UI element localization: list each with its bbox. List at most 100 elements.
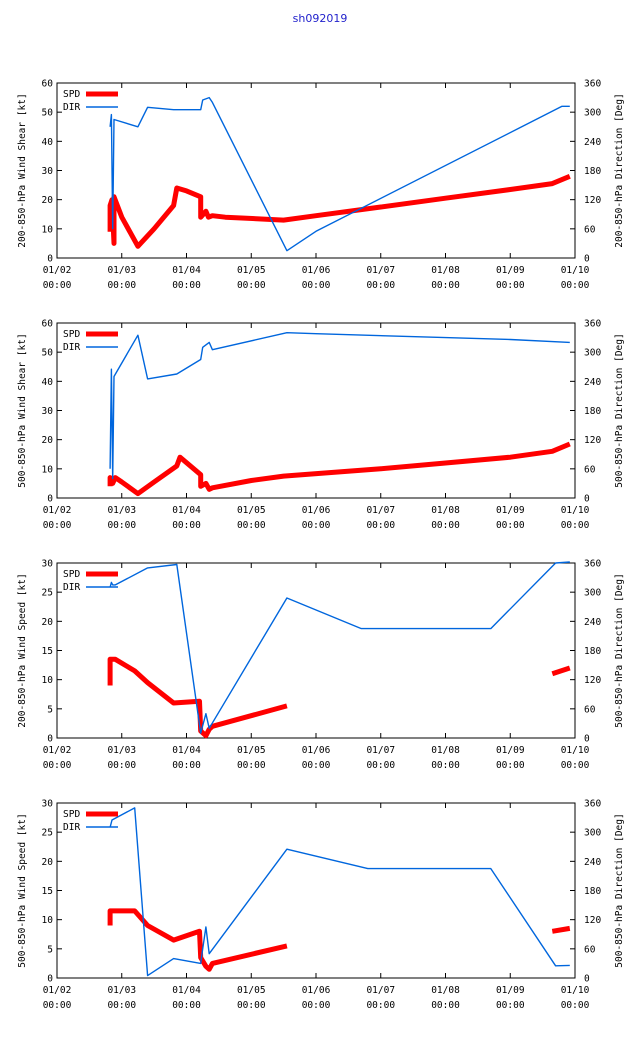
panel-1-ylabel-left: 200-850-hPa Wind Shear [kt] — [17, 93, 28, 247]
panel-2-xtick-date-label: 01/05 — [237, 505, 266, 516]
panel-4-ylabel-left: 500-850-hPa Wind Speed [kt] — [17, 813, 28, 967]
panel-2-xtick-time-label: 00:00 — [43, 520, 72, 531]
panel-4-xtick-time-label: 00:00 — [172, 1000, 201, 1011]
panel-4-legend-label-spd: SPD — [63, 809, 80, 820]
panel-2-ytick-left-label: 60 — [42, 319, 54, 330]
panel-4-ytick-right-label: 180 — [584, 886, 601, 897]
panel-1-ytick-left-label: 0 — [47, 254, 53, 265]
panel-4-xtick-date-label: 01/10 — [561, 985, 590, 996]
panel-3-xtick-time-label: 00:00 — [496, 760, 525, 771]
panel-3-ytick-left-label: 10 — [42, 675, 54, 686]
panel-2-xtick-date-label: 01/06 — [302, 505, 331, 516]
panel-2-ylabel-right: 500-850-hPa Direction [Deg] — [614, 333, 625, 487]
panel-4-xtick-time-label: 00:00 — [43, 1000, 72, 1011]
panel-1-ytick-right-label: 180 — [584, 166, 601, 177]
panel-2-ytick-right-label: 60 — [584, 464, 596, 475]
panel-2-xtick-date-label: 01/09 — [496, 505, 525, 516]
panel-2-ytick-left-label: 0 — [47, 494, 53, 505]
panel-4-xtick-date-label: 01/07 — [366, 985, 395, 996]
panel-2-xtick-date-label: 01/04 — [172, 505, 201, 516]
panel-2-xtick-time-label: 00:00 — [172, 520, 201, 531]
panel-4-xtick-date-label: 01/05 — [237, 985, 266, 996]
panel-2-xtick-date-label: 01/07 — [366, 505, 395, 516]
panel-2-xtick-date-label: 01/03 — [107, 505, 136, 516]
panel-1-xtick-date-label: 01/07 — [366, 265, 395, 276]
panel-2-xtick-time-label: 00:00 — [561, 520, 590, 531]
panel-4-ytick-right-label: 360 — [584, 799, 601, 810]
panel-3-legend-label-dir: DIR — [63, 582, 80, 593]
panel-2-xtick-time-label: 00:00 — [237, 520, 266, 531]
panel-4-ytick-left-label: 15 — [42, 886, 53, 897]
panel-4-ytick-left-label: 10 — [42, 915, 54, 926]
panel-1-ytick-right-label: 0 — [584, 254, 590, 265]
panel-4-series-spd-line — [107, 908, 288, 972]
panel-3-series-dir-line — [109, 561, 570, 734]
panel-2-series-spd-line — [107, 441, 571, 497]
panel-4-ytick-left-label: 0 — [47, 974, 53, 985]
panel-1-xtick-date-label: 01/10 — [561, 265, 590, 276]
panel-1-xtick-date-label: 01/05 — [237, 265, 266, 276]
panel-2-legend-label-dir: DIR — [63, 342, 80, 353]
panel-3-xtick-time-label: 00:00 — [302, 760, 331, 771]
panel-1-ylabel-right: 200-850-hPa Direction [Deg] — [614, 93, 625, 247]
panel-4-plot-frame — [56, 802, 576, 979]
panel-1-ytick-left-label: 60 — [42, 79, 54, 90]
panel-1-ytick-left-label: 50 — [42, 108, 54, 119]
panel-1-xtick-date-label: 01/09 — [496, 265, 525, 276]
panel-4-xtick-date-label: 01/08 — [431, 985, 460, 996]
panel-2-legend-label-spd: SPD — [63, 329, 80, 340]
panel-4-xtick-time-label: 00:00 — [366, 1000, 395, 1011]
panel-2-ytick-right-label: 300 — [584, 348, 601, 359]
panel-1-xtick-time-label: 00:00 — [366, 280, 395, 291]
panel-3-xtick-time-label: 00:00 — [366, 760, 395, 771]
panel-1-series-dir-line — [109, 96, 570, 252]
panel-3-ytick-right-label: 300 — [584, 588, 601, 599]
panel-2-xtick-date-label: 01/10 — [561, 505, 590, 516]
panel-4-xtick-time-label: 00:00 — [237, 1000, 266, 1011]
panel-2-ytick-right-label: 0 — [584, 494, 590, 505]
panel-4-xtick-time-label: 00:00 — [561, 1000, 590, 1011]
panel-1-series-spd-line — [107, 173, 571, 249]
panel-3-ytick-right-label: 360 — [584, 559, 601, 570]
panel-3-xtick-date-label: 01/10 — [561, 745, 590, 756]
panel-1-xtick-date-label: 01/03 — [107, 265, 136, 276]
panel-1-ytick-right-label: 360 — [584, 79, 601, 90]
panel-1-ytick-left-label: 10 — [42, 224, 54, 235]
panel-2-ytick-left-label: 10 — [42, 464, 54, 475]
panel-4-series-spd-line — [551, 925, 571, 934]
panel-3-ytick-left-label: 20 — [42, 617, 54, 628]
panel-4-ytick-left-label: 20 — [42, 857, 54, 868]
panel-3-xtick-date-label: 01/06 — [302, 745, 331, 756]
panel-4-legend-label-dir: DIR — [63, 822, 80, 833]
panel-3-xtick-date-label: 01/04 — [172, 745, 201, 756]
panel-3-xtick-date-label: 01/03 — [107, 745, 136, 756]
panel-1-ytick-right-label: 60 — [584, 224, 596, 235]
panel-4-xtick-date-label: 01/02 — [43, 985, 72, 996]
panel-3-ytick-left-label: 15 — [42, 646, 53, 657]
panel-3-ylabel-left: 200-850-hPa Wind Speed [kt] — [17, 573, 28, 727]
panel-4-ytick-left-label: 5 — [47, 944, 53, 955]
panel-2-xtick-date-label: 01/02 — [43, 505, 72, 516]
panel-1-legend-label-dir: DIR — [63, 102, 80, 113]
panel-3-ylabel-right: 500-850-hPa Direction [Deg] — [614, 573, 625, 727]
panel-3-ytick-left-label: 30 — [42, 559, 54, 570]
panel-2-xtick-time-label: 00:00 — [366, 520, 395, 531]
panel-3-ytick-left-label: 5 — [47, 704, 53, 715]
panel-1-ytick-left-label: 40 — [42, 137, 54, 148]
panel-3-xtick-time-label: 00:00 — [172, 760, 201, 771]
panel-3-xtick-time-label: 00:00 — [237, 760, 266, 771]
panel-4-ylabel-right: 500-850-hPa Direction [Deg] — [614, 813, 625, 967]
panel-2-ytick-left-label: 30 — [42, 406, 54, 417]
panel-4-series-dir-line — [109, 807, 570, 977]
panel-1-legend-label-spd: SPD — [63, 89, 80, 100]
panel-1-xtick-time-label: 00:00 — [172, 280, 201, 291]
panel-4-ytick-left-label: 30 — [42, 799, 54, 810]
panel-1-xtick-date-label: 01/06 — [302, 265, 331, 276]
panel-1-ytick-right-label: 300 — [584, 108, 601, 119]
panel-2-series-dir-line — [109, 332, 570, 480]
panel-2-xtick-time-label: 00:00 — [496, 520, 525, 531]
panel-3-xtick-time-label: 00:00 — [107, 760, 136, 771]
panel-3-ytick-left-label: 0 — [47, 734, 53, 745]
panel-3-xtick-time-label: 00:00 — [561, 760, 590, 771]
